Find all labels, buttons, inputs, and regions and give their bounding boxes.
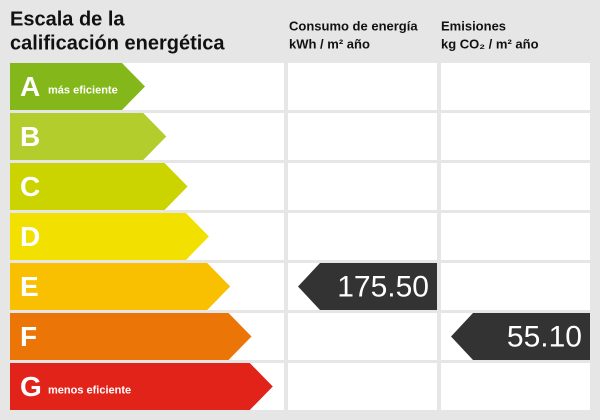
rating-note: menos eficiente bbox=[48, 384, 131, 396]
cell bbox=[288, 113, 437, 160]
rating-arrow bbox=[10, 313, 252, 360]
column-title: Emisiones bbox=[441, 18, 506, 33]
cell bbox=[288, 63, 437, 110]
rating-arrow bbox=[10, 263, 231, 310]
cell bbox=[441, 163, 590, 210]
rating-letter: A bbox=[20, 71, 40, 102]
rating-arrow bbox=[10, 163, 188, 210]
rating-arrow bbox=[10, 113, 167, 160]
value-arrow bbox=[451, 313, 590, 360]
rating-letter: C bbox=[20, 171, 40, 202]
cell bbox=[441, 63, 590, 110]
cell bbox=[288, 313, 437, 360]
rating-arrow bbox=[10, 363, 273, 410]
title-line: calificación energética bbox=[10, 32, 225, 54]
rating-letter: F bbox=[20, 321, 37, 352]
cell bbox=[441, 363, 590, 410]
rating-arrow bbox=[10, 213, 209, 260]
cell bbox=[441, 113, 590, 160]
rating-letter: B bbox=[20, 121, 40, 152]
column-unit: kg CO₂ / m² año bbox=[441, 36, 539, 51]
value-arrow bbox=[298, 263, 437, 310]
column-title: Consumo de energía bbox=[289, 18, 418, 33]
rating-letter: D bbox=[20, 221, 40, 252]
cell bbox=[441, 213, 590, 260]
rating-letter: E bbox=[20, 271, 39, 302]
value-label: 175.50 bbox=[337, 270, 429, 303]
cell bbox=[441, 263, 590, 310]
column-unit: kWh / m² año bbox=[289, 36, 370, 51]
rating-arrow bbox=[10, 63, 145, 110]
title-line: Escala de la bbox=[10, 8, 125, 30]
value-label: 55.10 bbox=[507, 320, 582, 353]
rating-letter: G bbox=[20, 371, 42, 402]
cell bbox=[288, 213, 437, 260]
cell bbox=[288, 363, 437, 410]
cell bbox=[288, 163, 437, 210]
rating-note: más eficiente bbox=[48, 84, 118, 96]
